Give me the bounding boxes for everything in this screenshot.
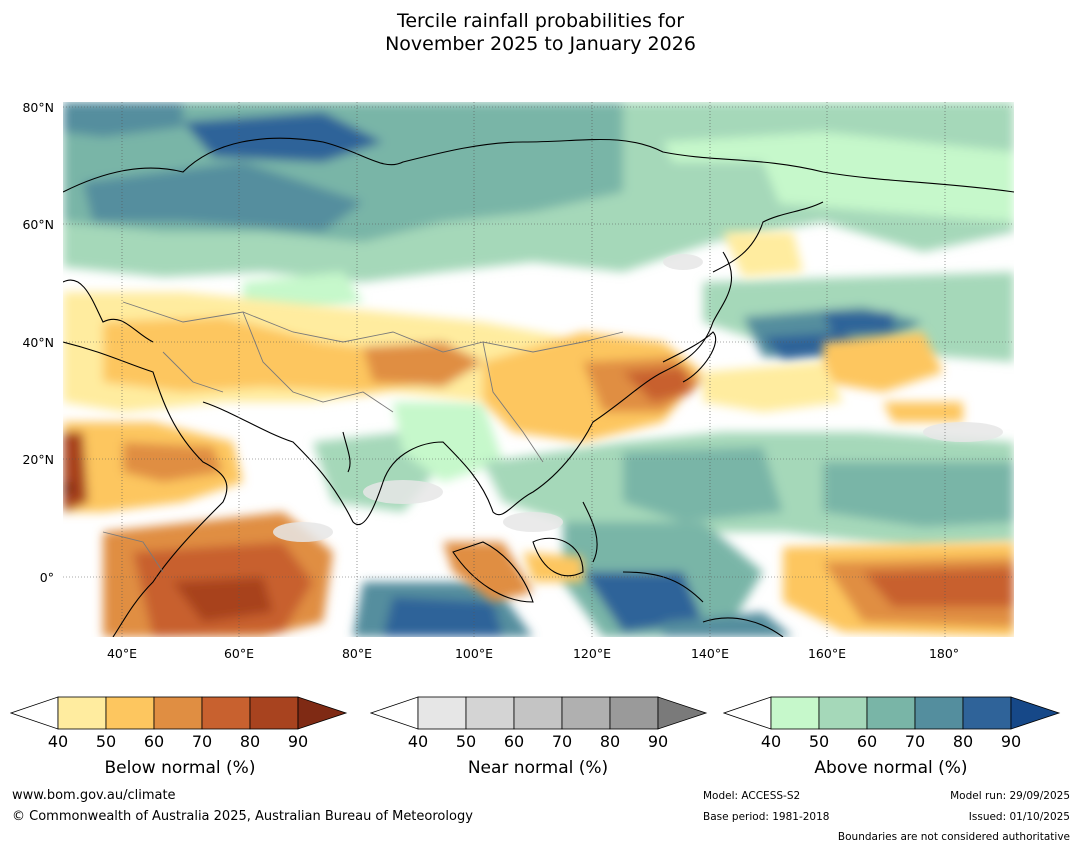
legend-near-normal	[370, 695, 710, 731]
tick-label: 80	[239, 732, 261, 751]
base-period-text: Base period: 1981-2018	[703, 811, 830, 823]
colorbar-segment	[201, 696, 251, 730]
below-normal-regions	[63, 232, 1014, 637]
colorbar-segment	[249, 696, 299, 730]
tick-label: 60	[143, 732, 165, 751]
near-normal-regions	[273, 254, 1003, 542]
colorbar-segment	[962, 696, 1012, 730]
tick-label: 80	[599, 732, 621, 751]
tick-label: 90	[287, 732, 309, 751]
tick-label: 90	[1000, 732, 1022, 751]
map-canvas	[63, 102, 1014, 637]
colorbar-segment	[105, 696, 155, 730]
legend-title-near-normal: Near normal (%)	[467, 758, 609, 778]
lon-label-160e: 160°E	[807, 646, 846, 661]
colorbar-arrow-low	[723, 696, 772, 730]
colorbar-segment	[417, 696, 467, 730]
legend-below-normal	[10, 695, 350, 731]
copyright-text: © Commonwealth of Australia 2025, Austra…	[12, 809, 473, 824]
colorbar-arrow-high	[657, 696, 708, 730]
colorbar-segment	[561, 696, 611, 730]
tick-label: 60	[856, 732, 878, 751]
tick-label: 40	[407, 732, 429, 751]
website-link[interactable]: www.bom.gov.au/climate	[12, 788, 176, 803]
tick-label: 70	[191, 732, 213, 751]
lat-label-40n: 40°N	[22, 335, 54, 350]
lon-label-60e: 60°E	[223, 646, 255, 661]
colorbar-segment	[818, 696, 868, 730]
tick-label: 40	[760, 732, 782, 751]
disclaimer-text: Boundaries are not considered authoritat…	[837, 831, 1070, 843]
tick-label: 40	[47, 732, 69, 751]
tick-label: 70	[551, 732, 573, 751]
lat-label-20n: 20°N	[22, 452, 54, 467]
lat-label-60n: 60°N	[22, 217, 54, 232]
colorbar-arrow-high	[1010, 696, 1061, 730]
model-text: Model: ACCESS-S2	[703, 790, 801, 802]
colorbar-arrow-high	[297, 696, 348, 730]
colorbar-segment	[866, 696, 916, 730]
tick-label: 70	[904, 732, 926, 751]
colorbar-arrow-low	[370, 696, 419, 730]
colorbar-segment	[914, 696, 964, 730]
colorbar-segment	[57, 696, 107, 730]
colorbar-segment	[465, 696, 515, 730]
colorbar-arrow-low	[10, 696, 59, 730]
legend-title-above-normal: Above normal (%)	[814, 758, 968, 778]
tick-label: 50	[808, 732, 830, 751]
colorbar-segment	[609, 696, 659, 730]
colorbar-segment	[153, 696, 203, 730]
title-line-2: November 2025 to January 2026	[385, 33, 696, 55]
colorbar-segment	[513, 696, 563, 730]
colorbar-near-normal	[370, 696, 708, 730]
tick-label: 50	[455, 732, 477, 751]
issued-text: Issued: 01/10/2025	[968, 811, 1070, 823]
colorbar-above-normal	[723, 696, 1061, 730]
tick-label: 50	[95, 732, 117, 751]
lat-label-0: 0°	[39, 570, 54, 585]
colorbar-segment	[770, 696, 820, 730]
rainfall-probability-map	[63, 102, 1014, 637]
tick-label: 90	[647, 732, 669, 751]
legend-above-normal	[723, 695, 1063, 731]
graticule	[63, 102, 1014, 637]
country-boundaries	[102, 301, 624, 573]
tick-label: 60	[503, 732, 525, 751]
model-run-text: Model run: 29/09/2025	[950, 790, 1070, 802]
lon-label-40e: 40°E	[106, 646, 138, 661]
colorbar-below-normal	[10, 696, 348, 730]
lat-label-80n: 80°N	[22, 100, 54, 115]
title-line-1: Tercile rainfall probabilities for	[396, 10, 685, 32]
lon-label-140e: 140°E	[690, 646, 729, 661]
chart-title: Tercile rainfall probabilities for Novem…	[0, 10, 1081, 56]
lon-label-120e: 120°E	[572, 646, 611, 661]
lon-label-100e: 100°E	[454, 646, 493, 661]
lon-label-180: 180°	[928, 646, 960, 661]
legend-title-below-normal: Below normal (%)	[104, 758, 256, 778]
tick-label: 80	[952, 732, 974, 751]
lon-label-80e: 80°E	[341, 646, 373, 661]
above-normal-regions	[63, 102, 1014, 637]
coastlines	[63, 137, 1014, 637]
